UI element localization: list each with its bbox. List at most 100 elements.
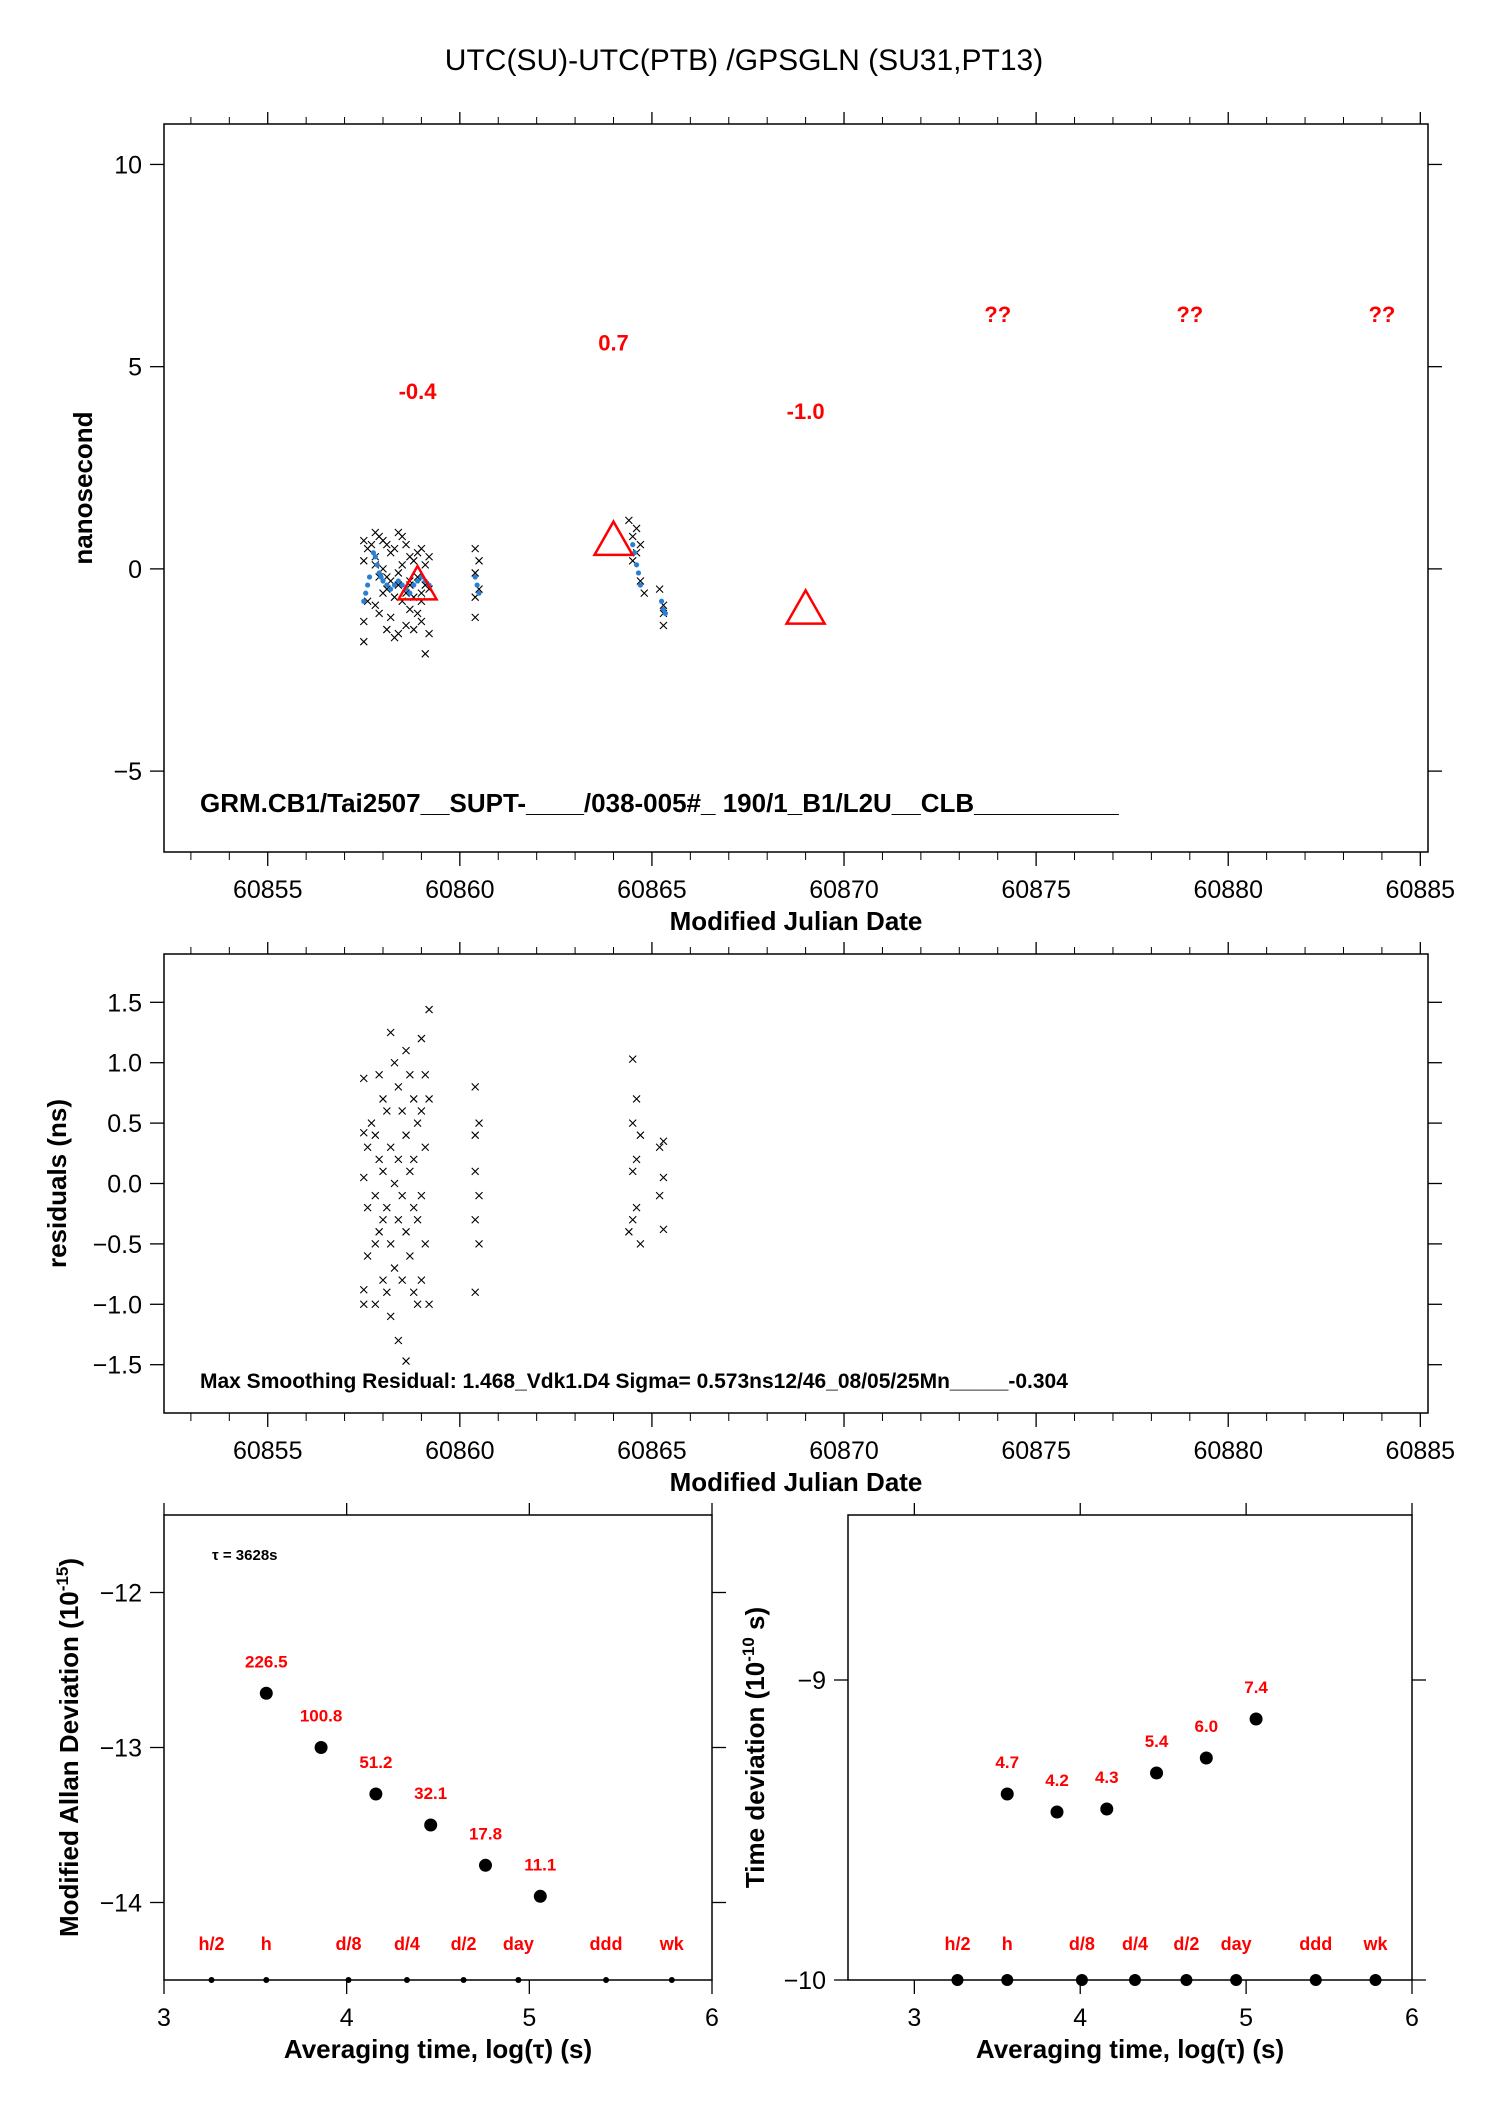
residuals-point bbox=[359, 1300, 368, 1309]
residuals-point bbox=[402, 1227, 410, 1236]
residuals-point bbox=[421, 1070, 430, 1079]
tdev-interval-marker bbox=[951, 1974, 964, 1986]
tdev-interval-marker bbox=[1001, 1974, 1014, 1986]
residuals-point bbox=[402, 1357, 410, 1365]
residuals-y-tick-label: 1.0 bbox=[107, 1050, 142, 1078]
time-series-smoothed-point bbox=[370, 550, 376, 556]
time-series-raw-point bbox=[417, 617, 426, 626]
mdev-interval-marker bbox=[515, 1977, 522, 1983]
residuals-point bbox=[402, 1046, 410, 1055]
time-series-x-tick-label: 60880 bbox=[1193, 876, 1263, 904]
time-series-annotation: ?? bbox=[1176, 302, 1203, 327]
time-series-raw-point bbox=[636, 577, 645, 585]
time-series-smoothed-point bbox=[662, 610, 668, 616]
time-series-raw-point bbox=[405, 605, 414, 614]
residuals-point bbox=[382, 1107, 391, 1115]
mdev-interval-marker bbox=[263, 1977, 270, 1983]
tdev-point bbox=[1199, 1751, 1213, 1765]
mdev-point bbox=[533, 1889, 547, 1903]
residuals-y-tick-label: 1.5 bbox=[107, 989, 142, 1017]
residuals-y-tick-label: 0.0 bbox=[107, 1171, 142, 1199]
mdev-y-axis-label-exponent: -15 bbox=[53, 1567, 72, 1592]
time-series-y-tick-label: 10 bbox=[114, 151, 142, 179]
tdev-interval-marker bbox=[1128, 1974, 1141, 1986]
residuals-point bbox=[386, 1312, 395, 1321]
time-series-smoothed-point bbox=[384, 582, 390, 588]
time-series-raw-point bbox=[375, 609, 384, 618]
residuals-y-tick-label: 0.5 bbox=[107, 1110, 142, 1138]
time-series-smoothed-point bbox=[635, 570, 642, 576]
time-series-raw-point bbox=[636, 540, 645, 549]
time-series-raw-point bbox=[628, 532, 637, 541]
residuals-point bbox=[471, 1215, 480, 1224]
residuals-x-tick-label: 60860 bbox=[425, 1437, 495, 1465]
tdev-y-tick-label: −10 bbox=[784, 1967, 826, 1995]
tdev-interval-label: wk bbox=[1362, 1934, 1388, 1954]
residuals-point bbox=[386, 1028, 395, 1037]
residuals-point bbox=[375, 1155, 384, 1164]
residuals-x-tick-label: 60865 bbox=[617, 1437, 687, 1465]
mdev-point-label: 11.1 bbox=[524, 1855, 556, 1874]
time-series-monthly-triangle bbox=[396, 563, 439, 601]
residuals-point bbox=[367, 1119, 376, 1127]
residuals-point bbox=[379, 1095, 387, 1103]
mdev-interval-marker bbox=[460, 1977, 467, 1983]
time-series-raw-point bbox=[382, 625, 391, 634]
residuals-point bbox=[409, 1155, 418, 1164]
mdev-point-label: 17.8 bbox=[469, 1824, 502, 1843]
mdev-interval-marker bbox=[603, 1977, 610, 1983]
time-series-x-tick-label: 60865 bbox=[617, 876, 687, 904]
residuals-point bbox=[390, 1179, 399, 1188]
time-series-raw-point bbox=[382, 585, 391, 593]
time-series-raw-point bbox=[390, 593, 399, 602]
residuals-point bbox=[628, 1055, 637, 1063]
tdev-interval-marker bbox=[1075, 1974, 1088, 1986]
mdev-point bbox=[369, 1787, 383, 1801]
time-series-annotation: -1.0 bbox=[787, 399, 825, 424]
residuals-point bbox=[628, 1215, 637, 1224]
time-series-caption: GRM.CB1/Tai2507__SUPT-____/038-005#_ 190… bbox=[200, 788, 1119, 818]
residuals-point bbox=[371, 1240, 380, 1248]
mdev-point-label: 32.1 bbox=[414, 1784, 447, 1803]
residuals-point bbox=[475, 1240, 483, 1248]
residuals-point bbox=[636, 1240, 645, 1248]
residuals-point bbox=[471, 1131, 480, 1140]
residuals-point bbox=[417, 1191, 426, 1200]
mdev-x-tick-label: 6 bbox=[705, 2004, 719, 2032]
residuals-point bbox=[417, 1034, 426, 1043]
residuals-caption: Max Smoothing Residual: 1.468_Vdk1.D4 Si… bbox=[200, 1370, 1068, 1393]
residuals-point bbox=[390, 1058, 399, 1067]
time-series-raw-point bbox=[655, 585, 664, 593]
time-series-y-tick-label: −5 bbox=[113, 758, 142, 786]
residuals-x-tick-label: 60875 bbox=[1001, 1437, 1071, 1465]
mdev-interval-marker bbox=[403, 1977, 410, 1983]
time-series-raw-point bbox=[471, 544, 480, 553]
mdev-tau-note: τ = 3628s bbox=[212, 1547, 278, 1564]
time-series-smoothed-point bbox=[660, 606, 667, 612]
tdev-y-axis-label: Time deviation (10-10 s) bbox=[739, 1607, 770, 1888]
residuals-point bbox=[390, 1264, 399, 1272]
residuals-point bbox=[632, 1203, 641, 1212]
time-series-raw-point bbox=[425, 552, 433, 561]
time-series-raw-point bbox=[471, 613, 480, 622]
residuals-point bbox=[636, 1131, 645, 1140]
residuals-point bbox=[402, 1131, 410, 1140]
time-series-raw-point bbox=[394, 581, 403, 589]
residuals-plot-frame bbox=[163, 953, 1429, 1414]
mdev-point-label: 51.2 bbox=[359, 1753, 392, 1772]
tdev-point bbox=[1050, 1805, 1064, 1819]
residuals-point bbox=[375, 1070, 384, 1079]
mdev-interval-marker bbox=[345, 1977, 352, 1983]
mdev-y-axis-label-end: ) bbox=[54, 1558, 84, 1567]
residuals-point bbox=[405, 1070, 414, 1079]
time-series-raw-point bbox=[425, 629, 433, 638]
time-series-y-axis-label: nanosecond bbox=[68, 411, 98, 564]
mdev-point bbox=[424, 1818, 438, 1832]
mdev-interval-label: d/4 bbox=[394, 1934, 420, 1954]
time-series-smoothed-point bbox=[472, 574, 478, 580]
tdev-interval-label: h/2 bbox=[944, 1934, 970, 1954]
time-series-raw-point bbox=[394, 569, 403, 577]
tdev-interval-label: d/4 bbox=[1122, 1934, 1148, 1954]
time-series-smoothed-point bbox=[658, 598, 665, 604]
mdev-y-tick-label: −13 bbox=[100, 1735, 142, 1763]
